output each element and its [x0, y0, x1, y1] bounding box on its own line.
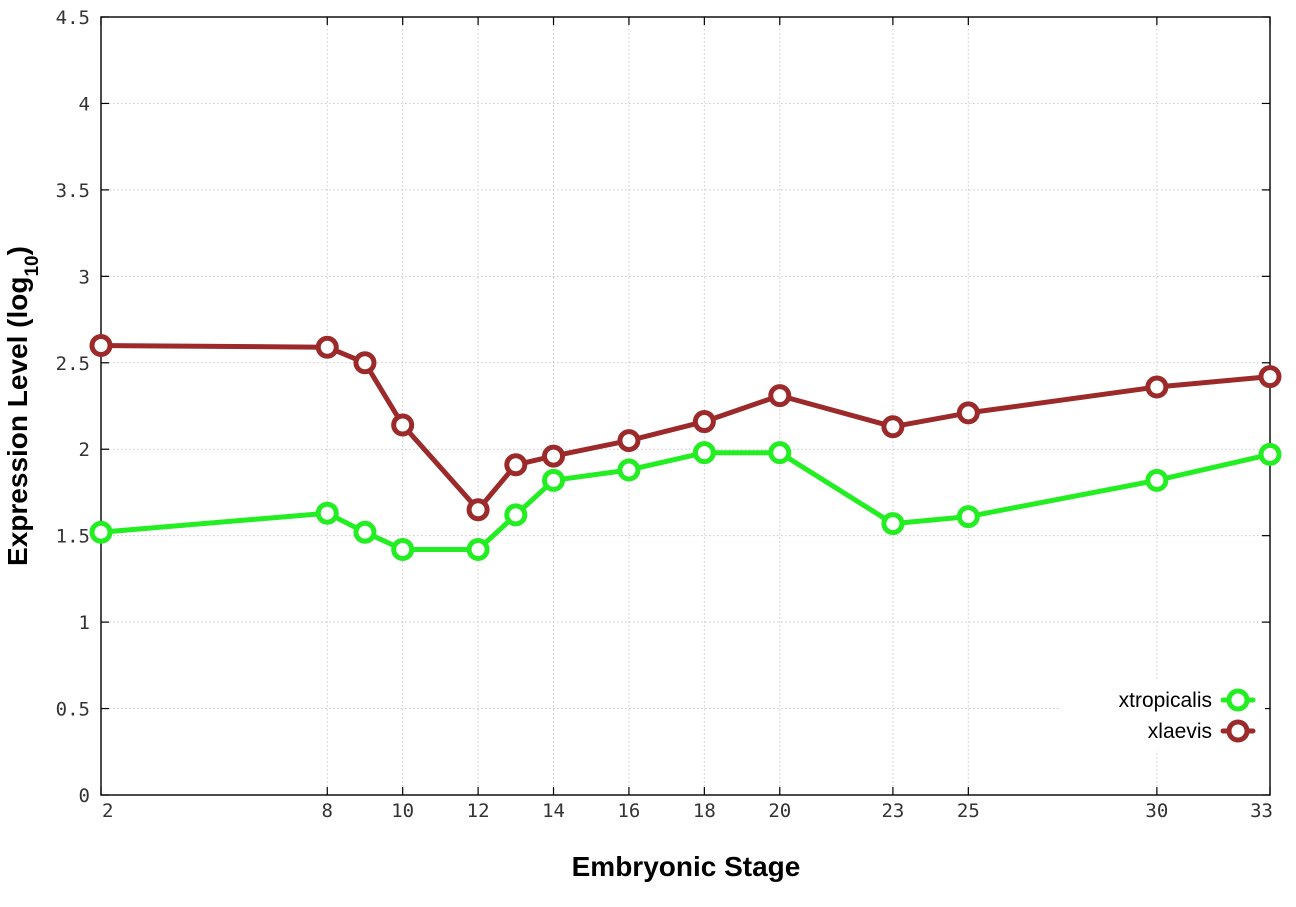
data-point-xlaevis: [504, 453, 528, 477]
legend-marker-xtropicalis: [1226, 688, 1250, 712]
data-point-xlaevis: [466, 498, 490, 522]
data-point-xlaevis: [1258, 365, 1282, 389]
data-point-xlaevis: [353, 351, 377, 375]
x-tick-label: 12: [467, 800, 490, 822]
data-point-xtropicalis: [1258, 442, 1282, 466]
x-tick-label: 33: [1250, 800, 1273, 822]
legend: xtropicalis xlaevis: [1060, 680, 1265, 750]
data-point-xtropicalis: [89, 520, 113, 544]
plot-frame: [100, 16, 1271, 796]
legend-label-xtropicalis: xtropicalis: [1119, 689, 1212, 712]
x-tick-label: 16: [617, 800, 640, 822]
y-axis-title: Expression Level (log10): [2, 246, 43, 566]
data-point-xtropicalis: [692, 441, 716, 465]
data-point-xlaevis: [542, 444, 566, 468]
x-tick-label: 20: [768, 800, 791, 822]
series-line-xlaevis: [98, 343, 1273, 513]
data-point-xlaevis: [881, 415, 905, 439]
data-point-xlaevis: [617, 429, 641, 453]
data-point-xtropicalis: [881, 512, 905, 536]
y-tick-label: 1.5: [56, 526, 90, 548]
y-tick-label: 2: [79, 439, 90, 461]
x-tick-label: 14: [542, 800, 565, 822]
data-point-xtropicalis: [315, 501, 339, 525]
x-tick-label: 18: [693, 800, 716, 822]
data-series: [89, 333, 1282, 561]
data-point-xtropicalis: [956, 505, 980, 529]
y-axis-title-close: ): [2, 246, 33, 255]
y-tick-label: 0: [79, 785, 90, 807]
data-point-xtropicalis: [542, 468, 566, 492]
x-tick-label: 8: [322, 800, 333, 822]
data-point-xlaevis: [956, 401, 980, 425]
x-axis-title: Embryonic Stage: [572, 851, 801, 882]
x-tick-label: 10: [391, 800, 414, 822]
y-tick-label: 4.5: [56, 7, 90, 29]
y-tick-label: 2.5: [56, 353, 90, 375]
data-point-xlaevis: [692, 410, 716, 434]
data-point-xlaevis: [89, 333, 113, 357]
x-tick-label: 2: [102, 800, 113, 822]
x-tick-label: 30: [1145, 800, 1168, 822]
y-tick-label: 0.5: [56, 699, 90, 721]
x-tick-label: 23: [881, 800, 904, 822]
legend-label-xlaevis: xlaevis: [1148, 720, 1212, 743]
data-point-xtropicalis: [1145, 468, 1169, 492]
data-point-xtropicalis: [391, 537, 415, 561]
data-point-xtropicalis: [768, 441, 792, 465]
data-point-xtropicalis: [617, 458, 641, 482]
data-point-xtropicalis: [504, 503, 528, 527]
y-tick-label: 1: [79, 612, 90, 634]
data-point-xlaevis: [315, 335, 339, 359]
grid-lines: [101, 17, 1270, 795]
x-tick-label: 25: [957, 800, 980, 822]
y-tick-label: 4: [79, 93, 90, 115]
y-tick-label: 3.5: [56, 180, 90, 202]
data-point-xlaevis: [768, 384, 792, 408]
y-axis-title-main: Expression Level (log: [2, 277, 33, 566]
y-axis-title-subscript: 10: [22, 255, 43, 276]
data-point-xtropicalis: [466, 537, 490, 561]
data-point-xlaevis: [391, 413, 415, 437]
axis-ticks: 0 0.5 1 1.5 2 2.5 3 3.5 4 4.5 2 8 10 12 14 16 18 20 23 25 30…: [56, 7, 1273, 822]
data-point-xlaevis: [1145, 375, 1169, 399]
data-point-xtropicalis: [353, 520, 377, 544]
legend-marker-xlaevis: [1226, 719, 1250, 743]
y-tick-label: 3: [79, 266, 90, 288]
